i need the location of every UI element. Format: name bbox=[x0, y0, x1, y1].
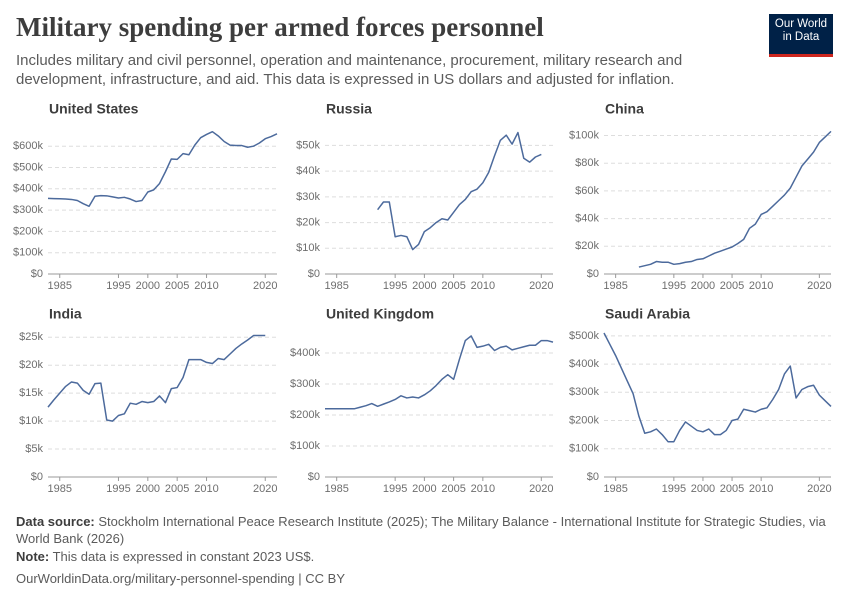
x-tick-label: 2005 bbox=[720, 483, 744, 495]
x-tick-label: 2005 bbox=[441, 483, 465, 495]
y-tick-label: $200k bbox=[13, 225, 43, 237]
y-tick-label: $20k bbox=[575, 240, 599, 252]
y-tick-label: $30k bbox=[296, 191, 320, 203]
x-tick-label: 2010 bbox=[471, 483, 495, 495]
y-tick-label: $40k bbox=[296, 165, 320, 177]
x-tick-label: 2000 bbox=[136, 280, 160, 292]
url[interactable]: OurWorldinData.org/military-personnel-sp… bbox=[16, 571, 345, 586]
y-tick-label: $0 bbox=[31, 268, 43, 280]
logo-text: in Data bbox=[782, 31, 820, 43]
x-tick-label: 2010 bbox=[194, 483, 218, 495]
data-line bbox=[325, 335, 554, 410]
x-tick-label: 2020 bbox=[529, 280, 553, 292]
panel-title: United Kingdom bbox=[326, 306, 434, 322]
x-tick-label: 2020 bbox=[807, 280, 831, 292]
x-tick-label: 1995 bbox=[106, 483, 130, 495]
x-tick-label: 1985 bbox=[48, 483, 72, 495]
data-line bbox=[638, 130, 832, 268]
y-tick-label: $20k bbox=[296, 216, 320, 228]
x-tick-label: 2020 bbox=[807, 483, 831, 495]
x-tick-label: 2010 bbox=[749, 280, 773, 292]
x-tick-label: 2020 bbox=[253, 483, 277, 495]
title: Military spending per armed forces perso… bbox=[16, 12, 544, 42]
x-tick-label: 2000 bbox=[412, 280, 436, 292]
x-tick-label: 2020 bbox=[253, 280, 277, 292]
y-tick-label: $400k bbox=[290, 347, 320, 359]
data-source: Data source: Stockholm International Pea… bbox=[16, 513, 826, 547]
y-tick-label: $600k bbox=[13, 140, 43, 152]
data-line bbox=[47, 334, 266, 422]
y-tick-label: $400k bbox=[13, 183, 43, 195]
y-tick-label: $500k bbox=[569, 330, 599, 342]
y-tick-label: $200k bbox=[290, 409, 320, 421]
y-tick-label: $10k bbox=[296, 242, 320, 254]
x-tick-label: 1995 bbox=[106, 280, 130, 292]
y-tick-label: $60k bbox=[575, 185, 599, 197]
panel-title: United States bbox=[49, 101, 139, 117]
y-tick-label: $20k bbox=[19, 359, 43, 371]
panel-title: Saudi Arabia bbox=[605, 306, 690, 322]
y-tick-label: $40k bbox=[575, 213, 599, 225]
x-tick-label: 2005 bbox=[720, 280, 744, 292]
y-tick-label: $400k bbox=[569, 358, 599, 370]
panel-title: China bbox=[605, 101, 644, 117]
data-line bbox=[377, 131, 542, 251]
y-tick-label: $300k bbox=[569, 386, 599, 398]
y-tick-label: $0 bbox=[31, 471, 43, 483]
y-tick-label: $100k bbox=[13, 247, 43, 259]
logo[interactable]: Our World in Data bbox=[769, 14, 833, 57]
y-tick-label: $50k bbox=[296, 139, 320, 151]
x-tick-label: 2000 bbox=[412, 483, 436, 495]
logo-text: Our World bbox=[774, 18, 828, 30]
x-tick-label: 1985 bbox=[603, 483, 627, 495]
y-tick-label: $0 bbox=[587, 471, 599, 483]
x-tick-label: 1985 bbox=[603, 280, 627, 292]
y-tick-label: $80k bbox=[575, 157, 599, 169]
y-tick-label: $0 bbox=[308, 471, 320, 483]
source-text: Stockholm International Peace Research I… bbox=[16, 514, 826, 546]
y-tick-label: $300k bbox=[290, 378, 320, 390]
x-tick-label: 1985 bbox=[324, 483, 348, 495]
y-tick-label: $300k bbox=[13, 204, 43, 216]
x-tick-label: 1995 bbox=[383, 280, 407, 292]
x-tick-label: 2000 bbox=[691, 280, 715, 292]
x-tick-label: 2010 bbox=[194, 280, 218, 292]
x-tick-label: 2010 bbox=[749, 483, 773, 495]
y-tick-label: $0 bbox=[587, 268, 599, 280]
x-tick-label: 2005 bbox=[165, 483, 189, 495]
x-tick-label: 1995 bbox=[383, 483, 407, 495]
y-tick-label: $100k bbox=[569, 129, 599, 141]
note-text: This data is expressed in constant 2023 … bbox=[52, 549, 315, 564]
y-tick-label: $100k bbox=[290, 440, 320, 452]
y-tick-label: $5k bbox=[25, 443, 43, 455]
data-line bbox=[47, 130, 278, 208]
x-tick-label: 2005 bbox=[441, 280, 465, 292]
data-line bbox=[603, 332, 832, 443]
x-tick-label: 2010 bbox=[471, 280, 495, 292]
source-label: Data source: bbox=[16, 514, 95, 529]
x-tick-label: 1985 bbox=[48, 280, 72, 292]
y-tick-label: $100k bbox=[569, 443, 599, 455]
panel-title: Russia bbox=[326, 101, 372, 117]
y-tick-label: $10k bbox=[19, 415, 43, 427]
x-tick-label: 2020 bbox=[529, 483, 553, 495]
panel-title: India bbox=[49, 306, 82, 322]
note: Note: This data is expressed in constant… bbox=[16, 548, 826, 565]
x-tick-label: 1995 bbox=[662, 280, 686, 292]
y-tick-label: $200k bbox=[569, 414, 599, 426]
note-label: Note: bbox=[16, 549, 50, 564]
y-tick-label: $0 bbox=[308, 268, 320, 280]
x-tick-label: 2000 bbox=[691, 483, 715, 495]
x-tick-label: 2005 bbox=[165, 280, 189, 292]
y-tick-label: $25k bbox=[19, 331, 43, 343]
x-tick-label: 2000 bbox=[136, 483, 160, 495]
y-tick-label: $500k bbox=[13, 161, 43, 173]
subtitle: Includes military and civil personnel, o… bbox=[16, 52, 683, 88]
x-tick-label: 1985 bbox=[324, 280, 348, 292]
x-tick-label: 1995 bbox=[662, 483, 686, 495]
y-tick-label: $15k bbox=[19, 387, 43, 399]
